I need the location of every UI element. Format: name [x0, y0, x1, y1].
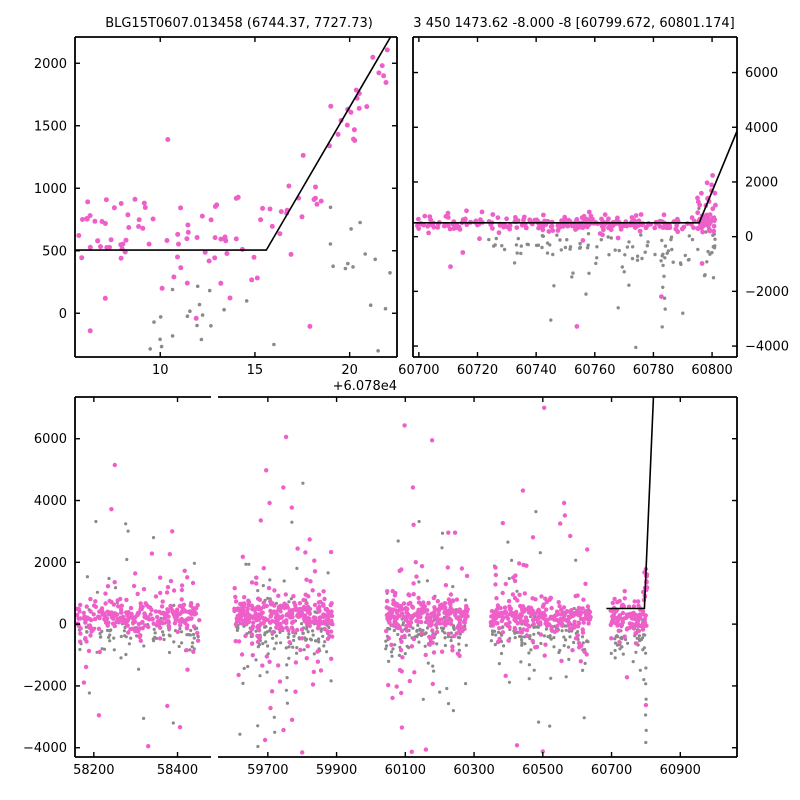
panel-top-left-axes — [74, 36, 398, 358]
svg-text:60700: 60700 — [591, 763, 632, 778]
svg-text:58200: 58200 — [73, 763, 114, 778]
svg-text:−4000: −4000 — [23, 741, 67, 756]
svg-text:2000: 2000 — [34, 57, 67, 72]
svg-text:58400: 58400 — [157, 763, 198, 778]
svg-text:6000: 6000 — [745, 66, 778, 81]
svg-text:60100: 60100 — [385, 763, 426, 778]
svg-text:2000: 2000 — [745, 175, 778, 190]
panel-top-left-points — [75, 37, 392, 353]
svg-text:60300: 60300 — [453, 763, 494, 778]
svg-text:−2000: −2000 — [745, 285, 789, 300]
svg-text:60760: 60760 — [574, 363, 615, 378]
panel-top-right-tick-labels: 60700 60720 60740 60760 60780 60800 −4000 −2000… — [398, 66, 789, 378]
plot-title-right: 3 450 1473.62 -8.000 -8 [60799.672, 6080… — [413, 16, 735, 31]
svg-text:1500: 1500 — [34, 119, 67, 134]
svg-text:0: 0 — [59, 307, 67, 322]
panel-bottom-broken-tick-labels: 58200 58400 59700 59900 60100 60300 60500 60700… — [23, 432, 701, 778]
panel-bottom-broken-ticks — [75, 397, 737, 757]
svg-text:4000: 4000 — [745, 121, 778, 136]
panel-bottom-broken-axes — [74, 396, 738, 758]
svg-text:15: 15 — [247, 363, 264, 378]
svg-text:+6.078e4: +6.078e4 — [333, 379, 397, 394]
svg-text:60500: 60500 — [522, 763, 563, 778]
svg-text:60800: 60800 — [691, 363, 732, 378]
svg-text:0: 0 — [59, 618, 67, 633]
svg-text:1000: 1000 — [34, 182, 67, 197]
svg-text:60900: 60900 — [660, 763, 701, 778]
svg-text:500: 500 — [42, 244, 67, 259]
svg-text:59900: 59900 — [316, 763, 357, 778]
panel-bottom-broken-points — [75, 397, 655, 755]
svg-text:60740: 60740 — [515, 363, 556, 378]
svg-text:60780: 60780 — [633, 363, 674, 378]
svg-text:−4000: −4000 — [745, 340, 789, 355]
plot-title-left: BLG15T0607.013458 (6744.37, 7727.73) — [105, 16, 373, 31]
svg-text:60720: 60720 — [457, 363, 498, 378]
panel-top-left-ticks — [75, 37, 397, 357]
svg-text:6000: 6000 — [34, 432, 67, 447]
panel-top-right-axes — [412, 36, 738, 358]
svg-text:10: 10 — [152, 363, 169, 378]
panel-top-right-points — [413, 130, 737, 350]
panel-top-right-ticks — [413, 37, 737, 357]
svg-text:59700: 59700 — [247, 763, 288, 778]
svg-text:−2000: −2000 — [23, 679, 67, 694]
svg-text:0: 0 — [745, 230, 753, 245]
svg-text:4000: 4000 — [34, 494, 67, 509]
svg-text:60700: 60700 — [398, 363, 439, 378]
panel-top-left-tick-labels: 10 15 20 0 500 1000 1500 2000 +6.078e4 — [34, 57, 397, 394]
svg-text:2000: 2000 — [34, 556, 67, 571]
svg-text:20: 20 — [341, 363, 358, 378]
